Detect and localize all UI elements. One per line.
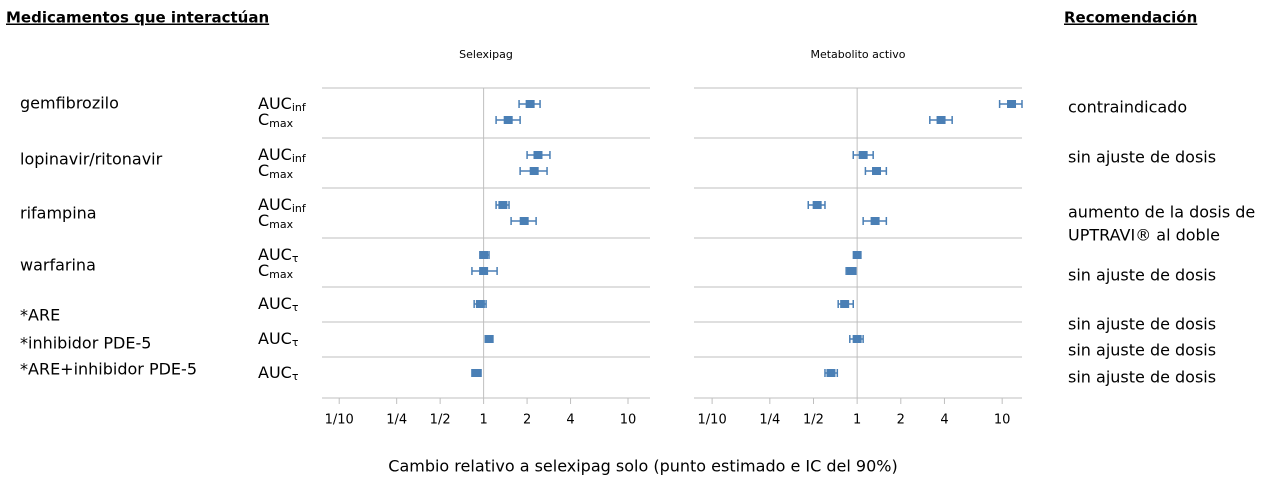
point-estimate — [529, 167, 539, 175]
measure-sub: max — [269, 268, 293, 281]
panel-title: Metabolito activo — [810, 48, 905, 61]
drug-label: warfarina — [20, 256, 96, 275]
drug-label: *inhibidor PDE-5 — [20, 334, 151, 353]
point-estimate — [519, 217, 529, 225]
measure-label: AUCinf — [258, 94, 307, 115]
x-tick-label: 1/10 — [698, 413, 727, 428]
measure-base: AUC — [258, 245, 292, 264]
measure-label: Cmax — [258, 261, 294, 282]
measure-base: C — [258, 161, 269, 180]
x-axis-label: Cambio relativo a selexipag solo (punto … — [388, 457, 897, 476]
point-estimate — [852, 251, 862, 259]
x-tick-label: 1/10 — [325, 413, 354, 428]
left-header: Medicamentos que interactúan — [6, 9, 269, 27]
point-estimate — [533, 151, 543, 159]
drug-label: *ARE+inhibidor PDE-5 — [20, 360, 197, 379]
measure-base: AUC — [258, 145, 292, 164]
measure-label: Cmax — [258, 161, 294, 182]
measure-base: AUC — [258, 363, 292, 382]
measure-label: AUCinf — [258, 145, 307, 166]
measure-sub: inf — [292, 152, 307, 165]
point-estimate — [498, 201, 508, 209]
point-estimate — [471, 369, 481, 377]
x-tick-label: 1/2 — [803, 413, 824, 428]
drug-label: *ARE — [20, 306, 60, 325]
recommendation: sin ajuste de dosis — [1068, 266, 1216, 285]
x-tick-label: 10 — [620, 413, 637, 428]
measure-label: AUCτ — [258, 329, 299, 350]
measure-sub: τ — [292, 301, 299, 314]
x-tick-label: 4 — [566, 413, 574, 428]
measure-sub: τ — [292, 336, 299, 349]
x-tick-label: 1 — [479, 413, 487, 428]
x-tick-label: 1/2 — [430, 413, 451, 428]
measure-sub: inf — [292, 101, 307, 114]
panel-title: Selexipag — [459, 48, 513, 61]
measure-base: C — [258, 261, 269, 280]
point-estimate — [870, 217, 880, 225]
point-estimate — [858, 151, 868, 159]
recommendation: contraindicado — [1068, 98, 1187, 117]
measure-label: Cmax — [258, 110, 294, 131]
recommendation: UPTRAVI® al doble — [1068, 226, 1220, 245]
measure-base: AUC — [258, 294, 292, 313]
x-tick-label: 1/4 — [386, 413, 407, 428]
point-estimate — [852, 335, 862, 343]
point-estimate — [475, 300, 485, 308]
measure-sub: max — [269, 168, 293, 181]
right-header: Recomendación — [1064, 9, 1197, 27]
point-estimate — [826, 369, 836, 377]
point-estimate — [936, 116, 946, 124]
recommendation: sin ajuste de dosis — [1068, 315, 1216, 334]
measure-sub: max — [269, 218, 293, 231]
point-estimate — [812, 201, 822, 209]
measure-sub: inf — [292, 202, 307, 215]
point-estimate — [479, 267, 489, 275]
x-tick-label: 2 — [897, 413, 905, 428]
measure-sub: max — [269, 117, 293, 130]
measure-base: C — [258, 211, 269, 230]
point-estimate — [503, 116, 513, 124]
measure-base: AUC — [258, 195, 292, 214]
measure-label: AUCτ — [258, 245, 299, 266]
drug-label: gemfibrozilo — [20, 94, 119, 113]
point-estimate — [846, 267, 856, 275]
recommendation: aumento de la dosis de — [1068, 203, 1255, 222]
point-estimate — [840, 300, 850, 308]
point-estimate — [1007, 100, 1017, 108]
recommendation: sin ajuste de dosis — [1068, 368, 1216, 387]
measure-label: Cmax — [258, 211, 294, 232]
measure-base: AUC — [258, 94, 292, 113]
x-tick-label: 4 — [940, 413, 948, 428]
measure-sub: τ — [292, 252, 299, 265]
recommendation: sin ajuste de dosis — [1068, 341, 1216, 360]
drug-label: lopinavir/ritonavir — [20, 150, 163, 169]
measure-label: AUCinf — [258, 195, 307, 216]
recommendation: sin ajuste de dosis — [1068, 148, 1216, 167]
drug-label: rifampina — [20, 204, 97, 223]
point-estimate — [872, 167, 882, 175]
x-tick-label: 2 — [523, 413, 531, 428]
measure-label: AUCτ — [258, 294, 299, 315]
point-estimate — [484, 335, 494, 343]
measure-sub: τ — [292, 370, 299, 383]
point-estimate — [479, 251, 489, 259]
point-estimate — [525, 100, 535, 108]
measure-base: C — [258, 110, 269, 129]
measure-base: AUC — [258, 329, 292, 348]
x-tick-label: 1/4 — [759, 413, 780, 428]
x-tick-label: 1 — [853, 413, 861, 428]
measure-label: AUCτ — [258, 363, 299, 384]
x-tick-label: 10 — [994, 413, 1011, 428]
